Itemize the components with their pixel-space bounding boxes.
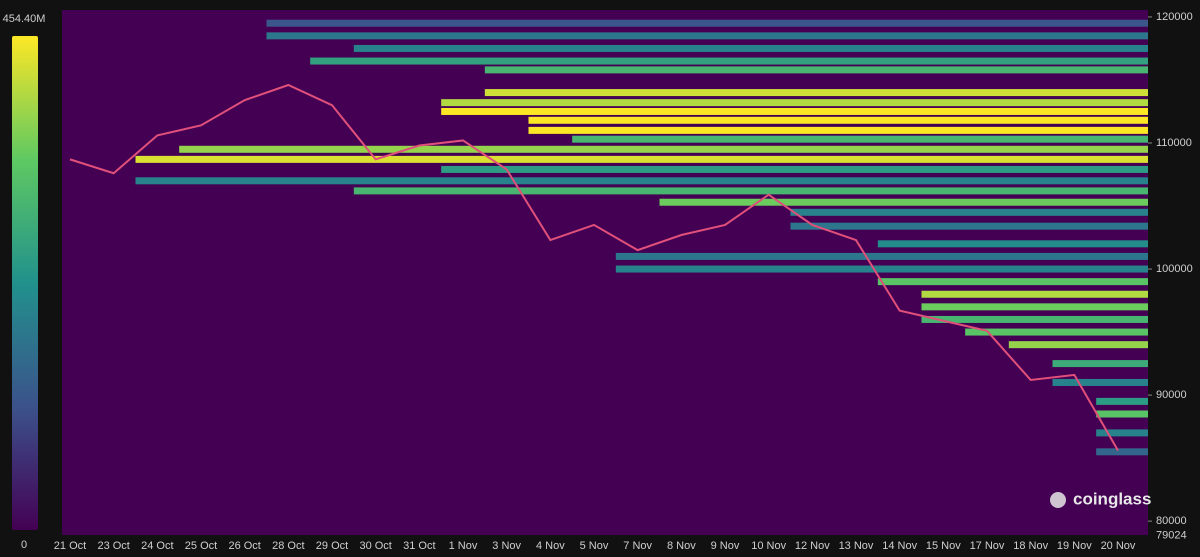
- liquidation-band: [179, 145, 1148, 153]
- x-tick-label: 7 Nov: [623, 540, 652, 552]
- liquidation-band: [484, 66, 1148, 74]
- x-tick-label: 5 Nov: [580, 540, 609, 552]
- x-tick-label: 14 Nov: [882, 540, 917, 552]
- liquidation-band: [441, 165, 1149, 173]
- last-price-label: 79024: [1156, 529, 1187, 541]
- liquidation-band: [441, 99, 1149, 107]
- colorbar: [12, 36, 38, 530]
- liquidation-band: [790, 208, 1148, 216]
- x-tick-label: 13 Nov: [839, 540, 874, 552]
- x-tick-label: 28 Oct: [272, 540, 304, 552]
- liquidation-band: [266, 32, 1148, 40]
- liquidation-band: [659, 198, 1148, 206]
- liquidation-band: [1008, 341, 1148, 349]
- x-tick-label: 12 Nov: [795, 540, 830, 552]
- x-tick-label: 4 Nov: [536, 540, 565, 552]
- liquidation-band: [441, 107, 1149, 115]
- liquidation-band: [1052, 378, 1148, 386]
- liquidation-band: [877, 278, 1148, 286]
- x-tick-label: 26 Oct: [228, 540, 260, 552]
- liquidation-band: [615, 252, 1148, 260]
- watermark: coinglass: [1073, 489, 1151, 508]
- x-tick-label: 1 Nov: [449, 540, 478, 552]
- liquidation-band: [1096, 448, 1148, 456]
- y-tick-label: 80000: [1156, 515, 1187, 527]
- x-tick-label: 18 Nov: [1013, 540, 1048, 552]
- x-tick-label: 17 Nov: [970, 540, 1005, 552]
- liquidation-band: [353, 44, 1148, 52]
- liquidation-band: [484, 89, 1148, 97]
- liquidation-band: [790, 222, 1148, 230]
- y-tick-label: 110000: [1156, 137, 1192, 149]
- liquidation-band: [135, 177, 1148, 185]
- x-tick-label: 15 Nov: [926, 540, 961, 552]
- liquidation-band: [615, 265, 1148, 273]
- x-tick-label: 23 Oct: [97, 540, 129, 552]
- y-tick-label: 100000: [1156, 263, 1193, 275]
- liquidation-band: [1096, 429, 1148, 437]
- liquidation-band: [528, 116, 1148, 124]
- x-tick-label: 9 Nov: [711, 540, 740, 552]
- x-tick-label: 10 Nov: [751, 540, 786, 552]
- liquidation-band: [877, 240, 1148, 248]
- liquidation-band: [1096, 397, 1148, 405]
- liquidation-band: [921, 290, 1148, 298]
- y-tick-label: 120000: [1156, 11, 1193, 23]
- liquidation-band: [1052, 360, 1148, 368]
- liquidation-band: [921, 303, 1148, 311]
- x-tick-label: 30 Oct: [359, 540, 391, 552]
- x-tick-label: 20 Nov: [1101, 540, 1136, 552]
- x-tick-label: 21 Oct: [54, 540, 86, 552]
- x-tick-label: 24 Oct: [141, 540, 173, 552]
- liquidation-band: [528, 126, 1148, 134]
- liquidation-band: [965, 328, 1148, 336]
- x-tick-label: 31 Oct: [403, 540, 435, 552]
- x-tick-label: 29 Oct: [316, 540, 348, 552]
- watermark-logo: [1050, 492, 1066, 508]
- y-tick-label: 90000: [1156, 389, 1187, 401]
- colorbar-label: 0: [21, 539, 27, 551]
- colorbar-label: 454.40M: [3, 13, 46, 25]
- x-tick-label: 19 Nov: [1057, 540, 1092, 552]
- liquidation-band: [135, 155, 1148, 163]
- liquidation-band: [353, 187, 1148, 195]
- price-line: [69, 83, 1119, 452]
- liquidation-band: [310, 57, 1149, 65]
- liquidation-band: [1096, 410, 1148, 418]
- x-tick-label: 3 Nov: [492, 540, 521, 552]
- x-tick-label: 25 Oct: [185, 540, 217, 552]
- liquidation-band: [572, 135, 1148, 143]
- liquidation-band: [266, 19, 1148, 27]
- liquidation-band: [921, 315, 1148, 323]
- x-tick-label: 8 Nov: [667, 540, 696, 552]
